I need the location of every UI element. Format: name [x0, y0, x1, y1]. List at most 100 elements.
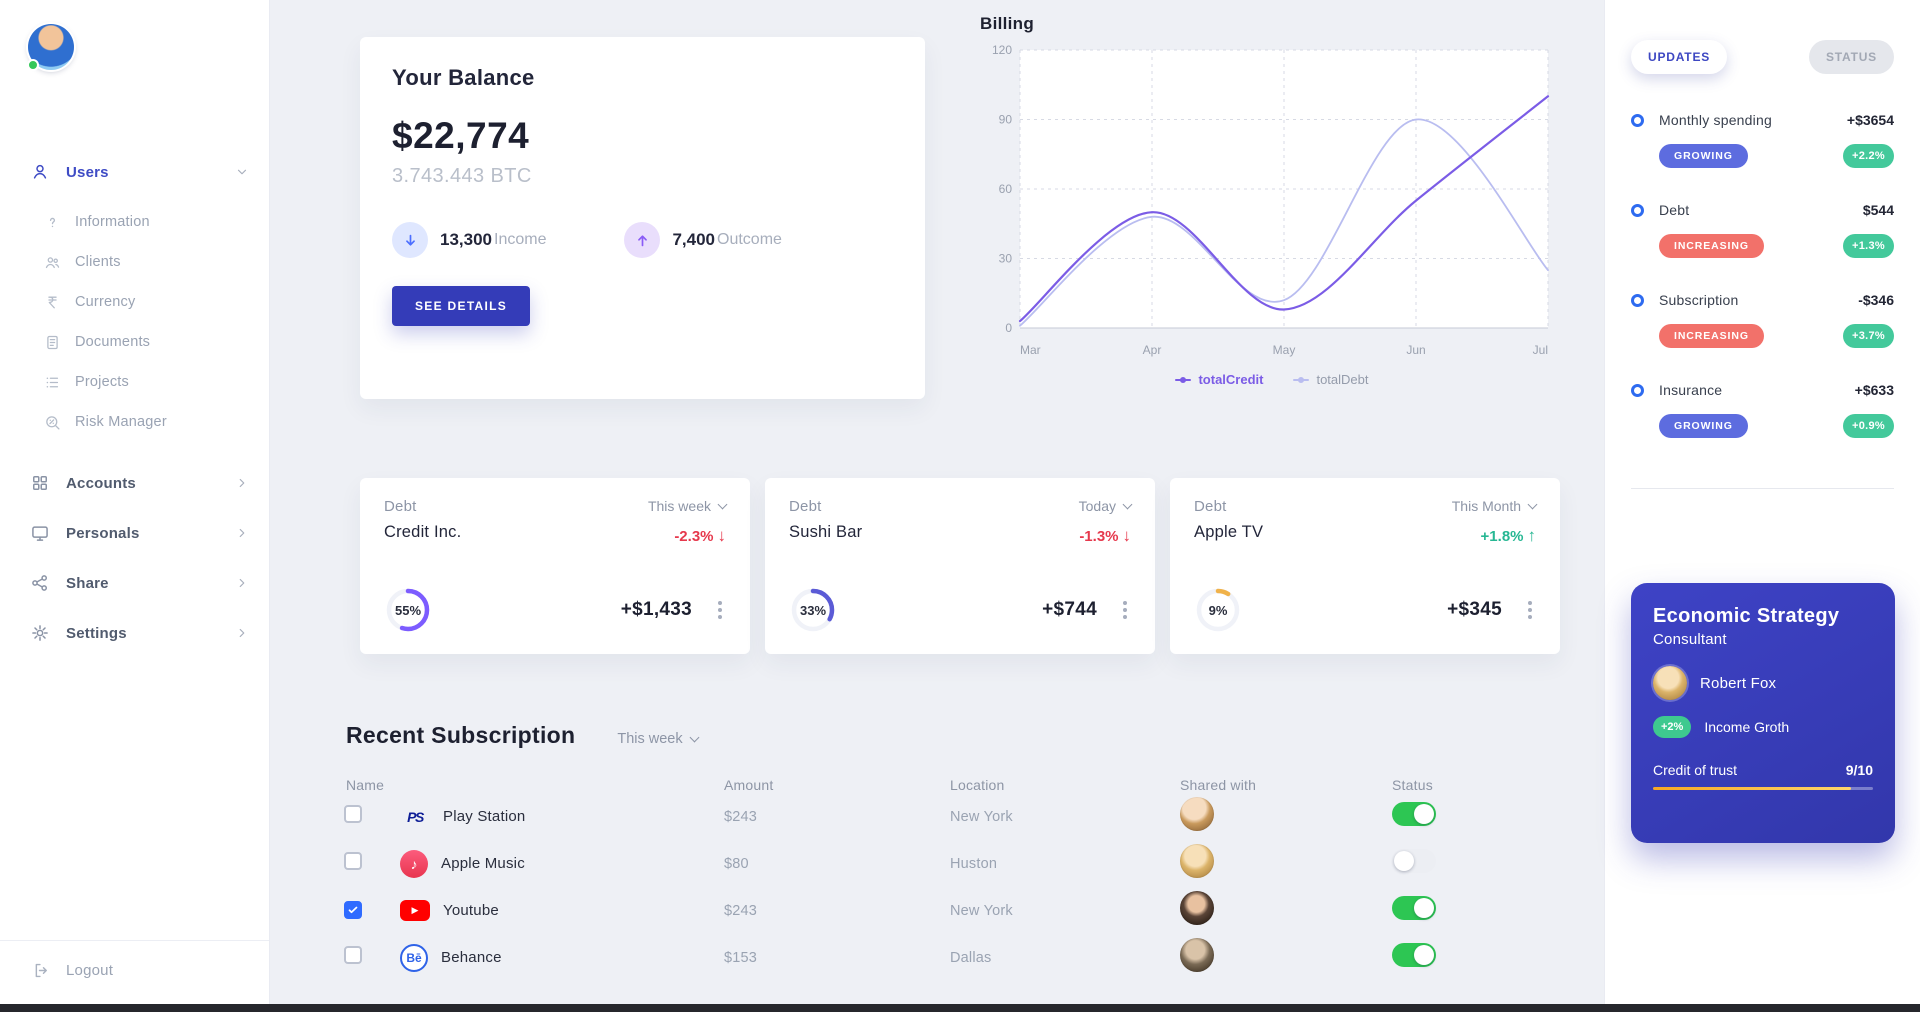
shared-avatar [1180, 797, 1214, 831]
grid-icon [30, 473, 50, 493]
legend-label: totalDebt [1316, 372, 1369, 387]
see-details-button[interactable]: SEE DETAILS [392, 286, 531, 326]
trend-badge: INCREASING [1659, 324, 1764, 348]
trend-arrow-icon: ↓ [717, 526, 727, 545]
trend-badge: GROWING [1659, 414, 1748, 438]
row-checkbox[interactable] [344, 900, 362, 919]
bottom-bar [0, 1004, 1920, 1012]
row-checkbox[interactable] [344, 946, 362, 964]
update-item-insurance[interactable]: Insurance +$633 GROWING +0.9% [1631, 378, 1894, 438]
share-icon [30, 573, 50, 593]
kebab-menu[interactable] [1524, 597, 1536, 623]
sidebar-item-share[interactable]: Share [0, 558, 269, 608]
status-toggle[interactable] [1392, 802, 1436, 826]
logout-icon [32, 961, 51, 980]
shared-avatar [1180, 844, 1214, 878]
income-growth-label: Income Groth [1704, 719, 1790, 735]
sidebar-item-label: Documents [75, 334, 151, 350]
chevron-right-icon [235, 526, 249, 540]
row-checkbox[interactable] [344, 852, 362, 870]
stat-name: Apple TV [1194, 523, 1264, 541]
shared-avatar [1180, 938, 1214, 972]
sidebar-item-clients[interactable]: Clients [0, 242, 269, 282]
progress-ring: 33% [789, 586, 837, 634]
period-dropdown[interactable]: This Month [1452, 498, 1538, 514]
change-value: -2.3% ↓ [674, 526, 727, 545]
table-row: Bē Behance $153 Dallas [344, 934, 1560, 981]
legend-total-credit[interactable]: totalCredit [1175, 372, 1263, 387]
income-growth-badge: +2% [1653, 716, 1692, 738]
legend-total-debt[interactable]: totalDebt [1293, 372, 1369, 387]
tab-updates[interactable]: UPDATES [1631, 40, 1728, 74]
status-toggle[interactable] [1392, 943, 1436, 967]
online-status-dot [27, 59, 39, 71]
clients-icon [44, 254, 61, 271]
subscription-location: New York [950, 808, 1013, 825]
logout-button[interactable]: Logout [0, 940, 269, 1004]
bullet-icon [1631, 383, 1644, 397]
sidebar-item-label: Users [66, 163, 109, 181]
period-dropdown[interactable]: This week [617, 731, 700, 747]
tab-status[interactable]: STATUS [1808, 40, 1894, 74]
progress-percent: 9% [1208, 602, 1228, 618]
subscription-amount: $243 [724, 808, 758, 825]
updates-list: Monthly spending +$3654 GROWING +2.2% De… [1631, 108, 1894, 438]
svg-text:Jun: Jun [1406, 343, 1425, 357]
percent-badge: +0.9% [1843, 414, 1894, 438]
divider [1631, 488, 1894, 489]
chevron-down-icon [717, 499, 728, 509]
apple-music-icon: ♪ [400, 849, 428, 878]
sidebar-item-label: Settings [66, 624, 127, 642]
update-item-subscription[interactable]: Subscription -$346 INCREASING +3.7% [1631, 288, 1894, 348]
income-value: 13,300 [440, 230, 492, 249]
update-value: $544 [1862, 202, 1894, 218]
sidebar-item-risk-manager[interactable]: Risk Manager [0, 402, 269, 442]
row-checkbox[interactable] [344, 805, 362, 823]
consultant-subtitle: Consultant [1653, 631, 1727, 648]
update-item-debt[interactable]: Debt $544 INCREASING +1.3% [1631, 198, 1894, 258]
section-title: Recent Subscription [346, 722, 576, 748]
sidebar-item-accounts[interactable]: Accounts [0, 458, 269, 508]
youtube-icon: ▶ [400, 900, 430, 921]
subscription-location: New York [950, 902, 1013, 919]
playstation-icon: PS [407, 808, 424, 825]
status-toggle[interactable] [1392, 896, 1436, 920]
panel-tabs: UPDATES STATUS [1631, 40, 1894, 74]
sidebar-item-users[interactable]: Users [0, 152, 269, 192]
sidebar-item-personals[interactable]: Personals [0, 508, 269, 558]
status-toggle[interactable] [1392, 849, 1436, 873]
trust-bar-fill [1653, 787, 1851, 790]
sidebar-item-label: Clients [75, 254, 121, 270]
update-item-monthly-spending[interactable]: Monthly spending +$3654 GROWING +2.2% [1631, 108, 1894, 168]
consultant-avatar [1653, 666, 1687, 700]
outcome-value: 7,400 [672, 230, 716, 249]
stat-amount: +$345 [1447, 599, 1502, 620]
period-dropdown[interactable]: Today [1078, 498, 1133, 514]
subscription-name: Apple Music [441, 855, 525, 872]
income-stat: 13,300 Income [392, 222, 546, 258]
stat-name: Credit Inc. [384, 523, 462, 541]
sidebar-item-settings[interactable]: Settings [0, 608, 269, 658]
kebab-menu[interactable] [714, 597, 726, 623]
bullet-icon [1631, 113, 1644, 127]
sidebar-item-currency[interactable]: Currency [0, 282, 269, 322]
stat-card-apple-tv: Debt Apple TV This Month +1.8% ↑ 9% +$34… [1170, 478, 1560, 654]
sidebar-item-information[interactable]: Information [0, 202, 269, 242]
balance-card: Your Balance $22,774 3.743.443 BTC 13,30… [360, 37, 925, 399]
sidebar-item-documents[interactable]: Documents [0, 322, 269, 362]
sidebar-item-projects[interactable]: Projects [0, 362, 269, 402]
subscription-name: Youtube [443, 902, 499, 919]
updates-panel: UPDATES STATUS Monthly spending +$3654 G… [1604, 0, 1920, 1004]
column-header-location: Location [950, 777, 1005, 793]
period-dropdown[interactable]: This week [648, 498, 728, 514]
kebab-menu[interactable] [1119, 597, 1131, 623]
progress-percent: 33% [799, 602, 827, 618]
trust-bar [1653, 787, 1873, 790]
chevron-down-icon [1527, 499, 1538, 509]
period-label: Today [1078, 498, 1116, 514]
outcome-label: Outcome [717, 231, 782, 248]
column-header-status: Status [1392, 777, 1433, 793]
behance-icon: Bē [400, 943, 428, 972]
toggle-knob [1414, 804, 1434, 824]
user-avatar[interactable] [27, 24, 74, 71]
